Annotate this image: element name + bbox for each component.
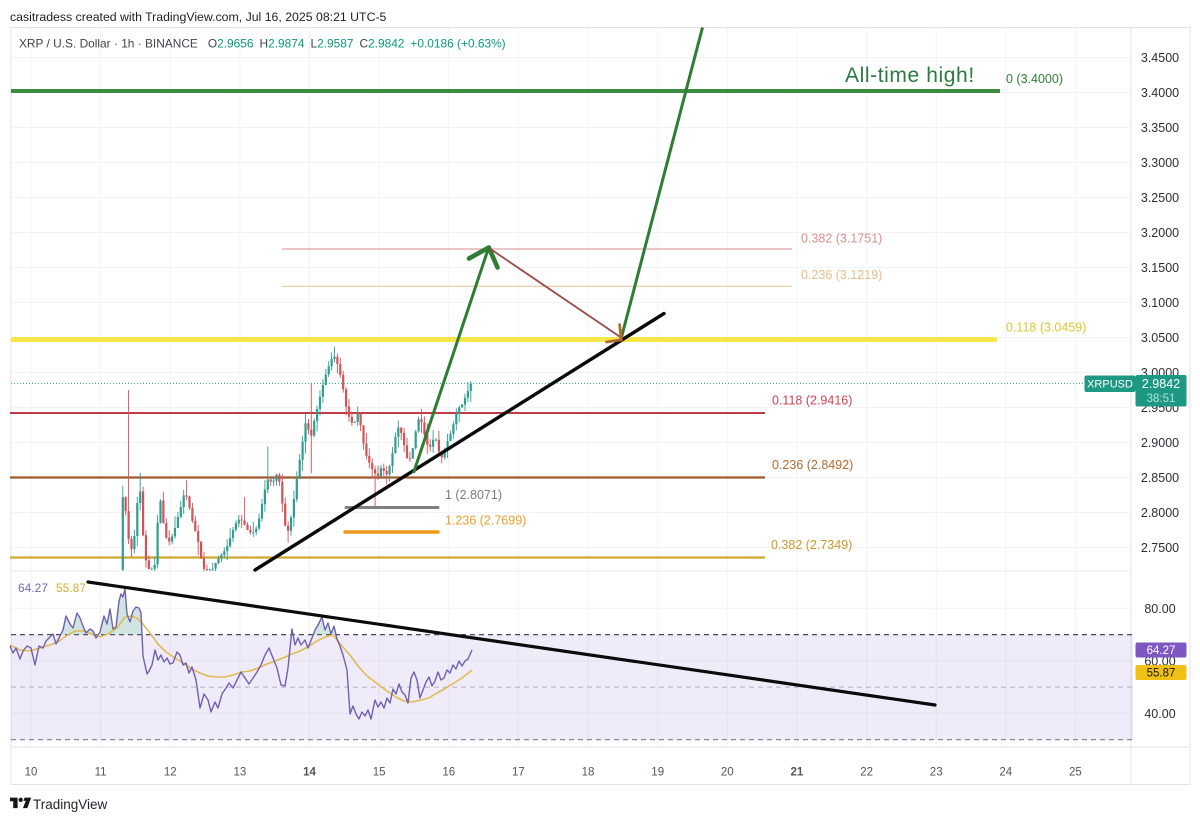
svg-text:25: 25 — [1069, 767, 1082, 779]
svg-text:XRP / U.S. Dollar · 1h · BINAN: XRP / U.S. Dollar · 1h · BINANCE O2.9656 H… — [19, 37, 506, 51]
svg-text:55.87: 55.87 — [56, 581, 86, 595]
svg-text:3.4000: 3.4000 — [1141, 86, 1179, 100]
svg-text:2.8000: 2.8000 — [1141, 506, 1179, 520]
svg-text:XRPUSD: XRPUSD — [1087, 379, 1133, 391]
svg-text:23: 23 — [930, 767, 943, 779]
svg-text:64.27: 64.27 — [1147, 645, 1176, 657]
svg-text:24: 24 — [999, 767, 1012, 779]
svg-text:2.8500: 2.8500 — [1141, 471, 1179, 485]
svg-text:3.2000: 3.2000 — [1141, 226, 1179, 240]
svg-text:0.118 (3.0459): 0.118 (3.0459) — [1006, 321, 1086, 335]
svg-text:14: 14 — [303, 767, 316, 779]
svg-text:2.9000: 2.9000 — [1141, 436, 1179, 450]
svg-text:1 (2.8071): 1 (2.8071) — [445, 488, 502, 502]
svg-text:3.0500: 3.0500 — [1141, 331, 1179, 345]
svg-text:All-time high!: All-time high! — [845, 64, 975, 87]
svg-text:3.2500: 3.2500 — [1141, 191, 1179, 205]
svg-text:19: 19 — [651, 767, 664, 779]
svg-text:60.00: 60.00 — [1144, 654, 1175, 668]
svg-text:casitradess created with Tradi: casitradess created with TradingView.com… — [10, 10, 387, 24]
svg-text:38:51: 38:51 — [1147, 393, 1176, 405]
svg-text:3.4500: 3.4500 — [1141, 51, 1179, 65]
svg-text:0.382 (3.1751): 0.382 (3.1751) — [801, 232, 882, 246]
svg-text:3.1500: 3.1500 — [1141, 261, 1179, 275]
svg-text:17: 17 — [512, 767, 525, 779]
svg-text:20: 20 — [721, 767, 734, 779]
svg-text:18: 18 — [582, 767, 595, 779]
svg-text:11: 11 — [95, 767, 107, 779]
svg-text:64.27: 64.27 — [18, 581, 48, 595]
svg-text:0 (3.4000): 0 (3.4000) — [1006, 72, 1063, 86]
svg-text:16: 16 — [442, 767, 455, 779]
svg-text:TradingView: TradingView — [33, 797, 108, 812]
svg-text:0.236 (2.8492): 0.236 (2.8492) — [772, 458, 853, 472]
svg-text:0.118 (2.9416): 0.118 (2.9416) — [772, 394, 852, 408]
svg-text:3.3000: 3.3000 — [1141, 156, 1179, 170]
svg-text:0.236 (3.1219): 0.236 (3.1219) — [801, 268, 882, 282]
svg-text:2.7500: 2.7500 — [1141, 541, 1179, 555]
svg-text:15: 15 — [373, 767, 386, 779]
svg-text:80.00: 80.00 — [1144, 602, 1175, 616]
svg-text:55.87: 55.87 — [1147, 668, 1176, 680]
svg-text:10: 10 — [25, 767, 38, 779]
svg-text:21: 21 — [791, 767, 804, 779]
svg-text:22: 22 — [860, 767, 873, 779]
svg-text:0.382 (2.7349): 0.382 (2.7349) — [771, 538, 852, 552]
svg-text:2.9842: 2.9842 — [1142, 377, 1180, 391]
svg-text:1.236 (2.7699): 1.236 (2.7699) — [445, 514, 526, 528]
svg-text:12: 12 — [164, 767, 177, 779]
svg-text:40.00: 40.00 — [1144, 707, 1175, 721]
svg-text:13: 13 — [234, 767, 247, 779]
svg-text:3.3500: 3.3500 — [1141, 121, 1179, 135]
svg-text:3.1000: 3.1000 — [1141, 296, 1179, 310]
